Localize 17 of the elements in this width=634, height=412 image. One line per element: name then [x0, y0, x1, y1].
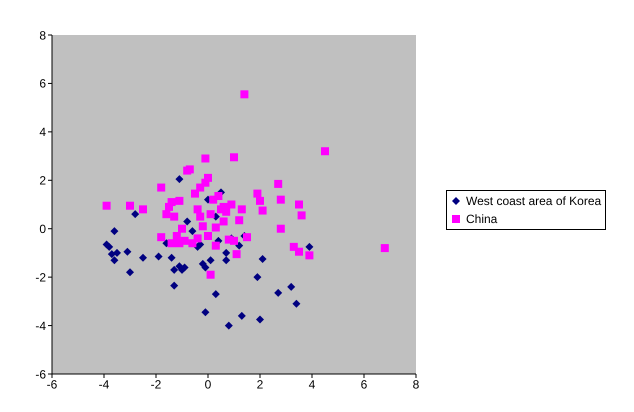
- y-tick-label: 8: [39, 28, 46, 42]
- y-tick-label: -4: [35, 318, 46, 333]
- x-tick-label: 8: [412, 378, 420, 392]
- x-tick-label: 6: [360, 378, 368, 392]
- y-tick-label: 6: [39, 76, 46, 91]
- y-tick-label: 2: [39, 174, 46, 188]
- legend-label: West coast area of Korea: [466, 193, 602, 210]
- y-tick-label: 4: [39, 125, 46, 140]
- y-tick-label: -6: [35, 367, 46, 382]
- x-tick-label: 2: [256, 378, 264, 392]
- y-tick-label: -2: [35, 270, 46, 284]
- x-tick-label: -2: [150, 378, 162, 392]
- x-tick-label: 4: [308, 378, 316, 392]
- legend-label: China: [466, 211, 498, 228]
- x-tick-label: -4: [98, 378, 110, 392]
- y-tick-label: 0: [39, 222, 46, 236]
- x-tick-label: 0: [204, 378, 212, 392]
